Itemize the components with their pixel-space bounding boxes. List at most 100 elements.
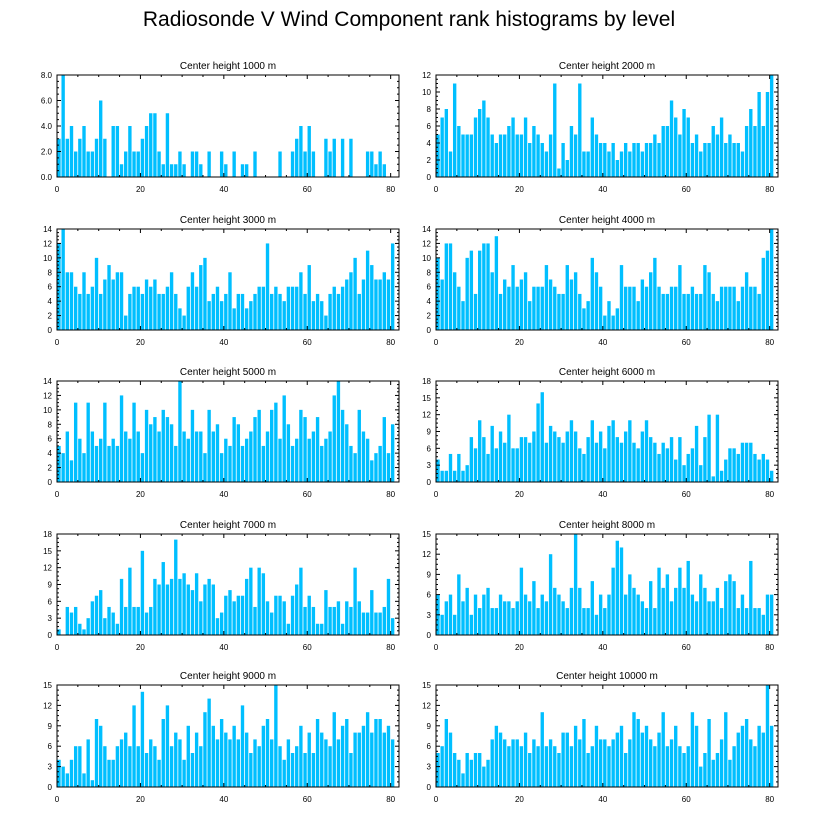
histogram-bar: [590, 746, 594, 787]
y-tick-label: 12: [422, 411, 431, 420]
histogram-bar: [573, 725, 578, 787]
histogram-bar: [315, 417, 320, 482]
histogram-bar: [244, 164, 249, 177]
y-tick-label: 0: [427, 478, 432, 487]
histogram-bar: [732, 286, 736, 330]
histogram-bar: [507, 414, 511, 482]
histogram-bar: [374, 612, 378, 635]
histogram-bar: [694, 725, 699, 787]
y-tick-label: 6: [427, 742, 432, 751]
histogram-bar: [569, 126, 574, 177]
histogram-bar: [523, 732, 528, 787]
histogram-bar: [644, 608, 649, 635]
x-tick-label: 40: [598, 795, 607, 804]
histogram-bar: [628, 574, 632, 635]
histogram-bar: [553, 286, 557, 330]
histogram-bar: [274, 286, 278, 330]
histogram-bar: [724, 459, 728, 482]
histogram-bar: [486, 759, 490, 787]
histogram-bar: [190, 409, 195, 482]
histogram-bar: [619, 151, 624, 177]
histogram-bar: [728, 759, 732, 787]
histogram-bar: [244, 578, 249, 635]
panel-title: Center height 9000 m: [180, 671, 276, 682]
histogram-bar: [736, 301, 740, 330]
histogram-bar: [611, 420, 615, 482]
panel-5: Center height 5000 m 0 20 40 60 80 0 2 4 6 8 10 12 14: [43, 367, 400, 499]
histogram-bar: [257, 567, 261, 635]
histogram-bar: [548, 279, 553, 330]
histogram-bar: [582, 719, 586, 787]
histogram-bar: [665, 574, 670, 635]
histogram-bar: [444, 601, 449, 635]
histogram-bar: [761, 257, 765, 330]
histogram-bar: [240, 293, 245, 330]
histogram-bar: [690, 143, 695, 177]
histogram-bar: [603, 315, 607, 330]
histogram-bar: [682, 109, 686, 177]
histogram-bar: [594, 614, 599, 635]
histogram-bar: [515, 134, 519, 177]
histogram-bar: [149, 286, 153, 330]
histogram-bar: [649, 581, 653, 635]
histogram-bar: [303, 293, 307, 330]
histogram-bar: [340, 409, 345, 482]
histogram-bar: [519, 134, 524, 177]
histogram-bar: [232, 151, 236, 177]
y-tick-label: 6: [48, 283, 53, 292]
histogram-bar: [332, 606, 336, 635]
panel-title: Center height 7000 m: [180, 520, 276, 531]
histogram-bar: [199, 265, 203, 330]
histogram-bar: [124, 431, 128, 482]
histogram-bar: [132, 286, 136, 330]
histogram-bar: [370, 265, 374, 330]
histogram-bar: [561, 442, 565, 482]
histogram-bar: [569, 746, 574, 787]
histogram-bar: [653, 746, 657, 787]
histogram-bar: [295, 746, 299, 787]
histogram-bar: [290, 286, 295, 330]
histogram-bar: [194, 151, 199, 177]
histogram-bar: [469, 437, 474, 482]
histogram-bar: [452, 753, 457, 787]
histogram-bar: [749, 739, 753, 787]
y-tick-label: 15: [43, 681, 52, 690]
histogram-bar: [132, 402, 136, 482]
histogram-bar: [370, 151, 374, 177]
histogram-bar: [307, 265, 311, 330]
histogram-bar: [744, 126, 749, 177]
histogram-bar: [144, 126, 149, 177]
histogram-bar: [674, 286, 678, 330]
histogram-bar: [378, 445, 382, 482]
histogram-bar: [586, 437, 590, 482]
histogram-bar: [490, 134, 494, 177]
y-tick-label: 12: [422, 701, 431, 710]
histogram-bar: [515, 601, 519, 635]
histogram-bar: [182, 164, 186, 177]
histogram-bar: [274, 595, 278, 635]
histogram-bar: [278, 746, 282, 787]
histogram-bar: [128, 293, 132, 330]
y-tick-label: 2.0: [41, 148, 53, 157]
histogram-bar: [615, 540, 620, 635]
histogram-bar: [107, 759, 111, 787]
histogram-bar: [382, 732, 386, 787]
histogram-bar: [749, 560, 753, 635]
histogram-bar: [603, 143, 607, 177]
histogram-bar: [90, 601, 95, 635]
histogram-bar: [561, 601, 565, 635]
histogram-bar: [578, 587, 582, 635]
histogram-bar: [669, 286, 674, 330]
histogram-bar: [311, 151, 316, 177]
y-tick-label: 0: [48, 478, 53, 487]
histogram-bar: [386, 453, 391, 482]
histogram-bar: [282, 759, 286, 787]
histogram-bar: [111, 438, 115, 482]
histogram-bar: [440, 470, 444, 482]
histogram-bar: [619, 442, 624, 482]
histogram-bar: [249, 753, 253, 787]
y-tick-label: 6.0: [41, 97, 53, 106]
histogram-bar: [128, 126, 132, 177]
histogram-bar: [486, 243, 490, 330]
histogram-bar: [224, 293, 228, 330]
